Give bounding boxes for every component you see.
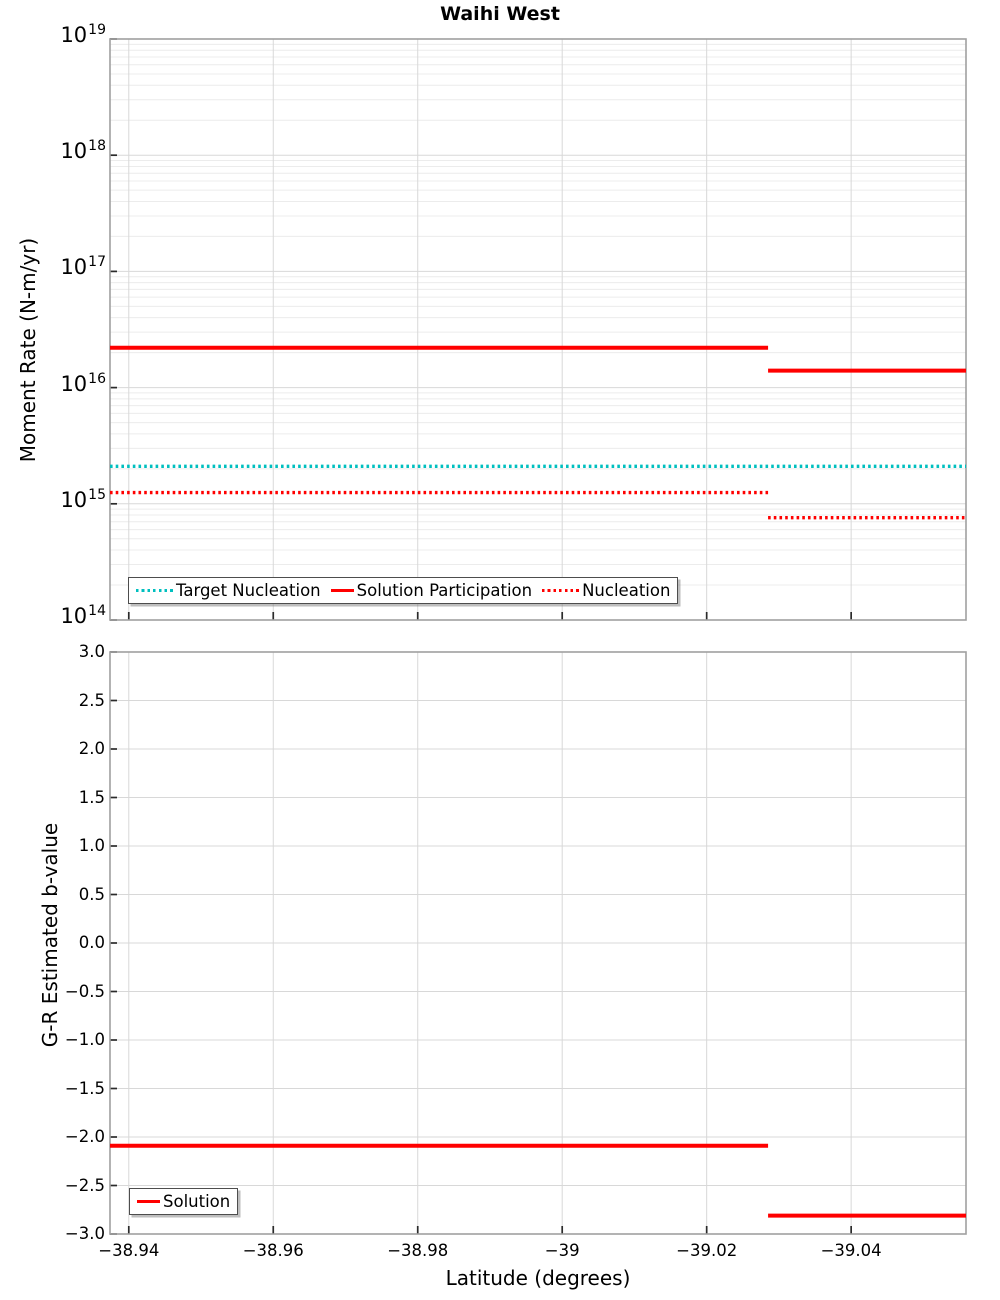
y-tick-label: 0.5: [78, 884, 105, 904]
nucleation-line-icon: [542, 588, 580, 593]
legend-label-solution: Solution: [163, 1192, 231, 1211]
legend-label-solution-participation: Solution Participation: [356, 581, 533, 600]
x-tick-label: −39.04: [820, 1241, 882, 1260]
y-tick-label: −3.0: [64, 1224, 105, 1243]
legend-item-target-nucleation: Target Nucleation: [136, 581, 321, 600]
y-tick-label: 1016: [60, 370, 106, 396]
x-tick-label: −39.02: [676, 1241, 738, 1260]
x-tick-label: −38.96: [242, 1241, 304, 1260]
y-tick-label: 2.5: [78, 690, 105, 710]
y-tick-label: 1014: [60, 603, 106, 628]
y-tick-label: 1015: [60, 486, 106, 512]
x-tick-label: −39: [544, 1241, 580, 1260]
y-tick-label: 1018: [60, 138, 106, 164]
legend-item-nucleation: Nucleation: [542, 581, 670, 600]
y-tick-label: 0.0: [78, 933, 105, 952]
panel-border: [109, 651, 967, 1235]
x-tick-label: −38.98: [387, 1241, 449, 1260]
y-tick-label: −0.5: [64, 981, 105, 1001]
y-tick-label: −1.5: [64, 1078, 105, 1098]
legend-item-solution: Solution: [137, 1192, 230, 1211]
y-tick-label: −2.5: [64, 1175, 105, 1195]
top-legend: Target Nucleation Solution Participation…: [128, 577, 679, 604]
x-tick-label: −38.94: [98, 1241, 160, 1260]
y-tick-label: 1019: [60, 22, 106, 47]
bottom-legend: Solution: [129, 1188, 239, 1215]
legend-label-target-nucleation: Target Nucleation: [176, 581, 321, 600]
solution-line-icon: [137, 1199, 160, 1204]
y-tick-label: −2.0: [64, 1127, 105, 1146]
y-tick-label: 3.0: [78, 642, 105, 661]
y-tick-label: −1.0: [64, 1030, 105, 1049]
chart-title: Waihi West: [440, 3, 560, 25]
y-tick-label: 1017: [60, 254, 106, 280]
solution-participation-line-icon: [330, 588, 354, 593]
panel-border: [109, 38, 967, 621]
y-tick-label: 1.0: [78, 836, 105, 855]
legend-item-solution-participation: Solution Participation: [330, 581, 533, 600]
x-axis-title: Latitude (degrees): [445, 1266, 631, 1290]
y-tick-label: 2.0: [78, 739, 105, 758]
legend-label-nucleation: Nucleation: [582, 581, 671, 600]
target-nucleation-line-icon: [136, 588, 173, 593]
y-tick-label: 1.5: [78, 787, 105, 807]
